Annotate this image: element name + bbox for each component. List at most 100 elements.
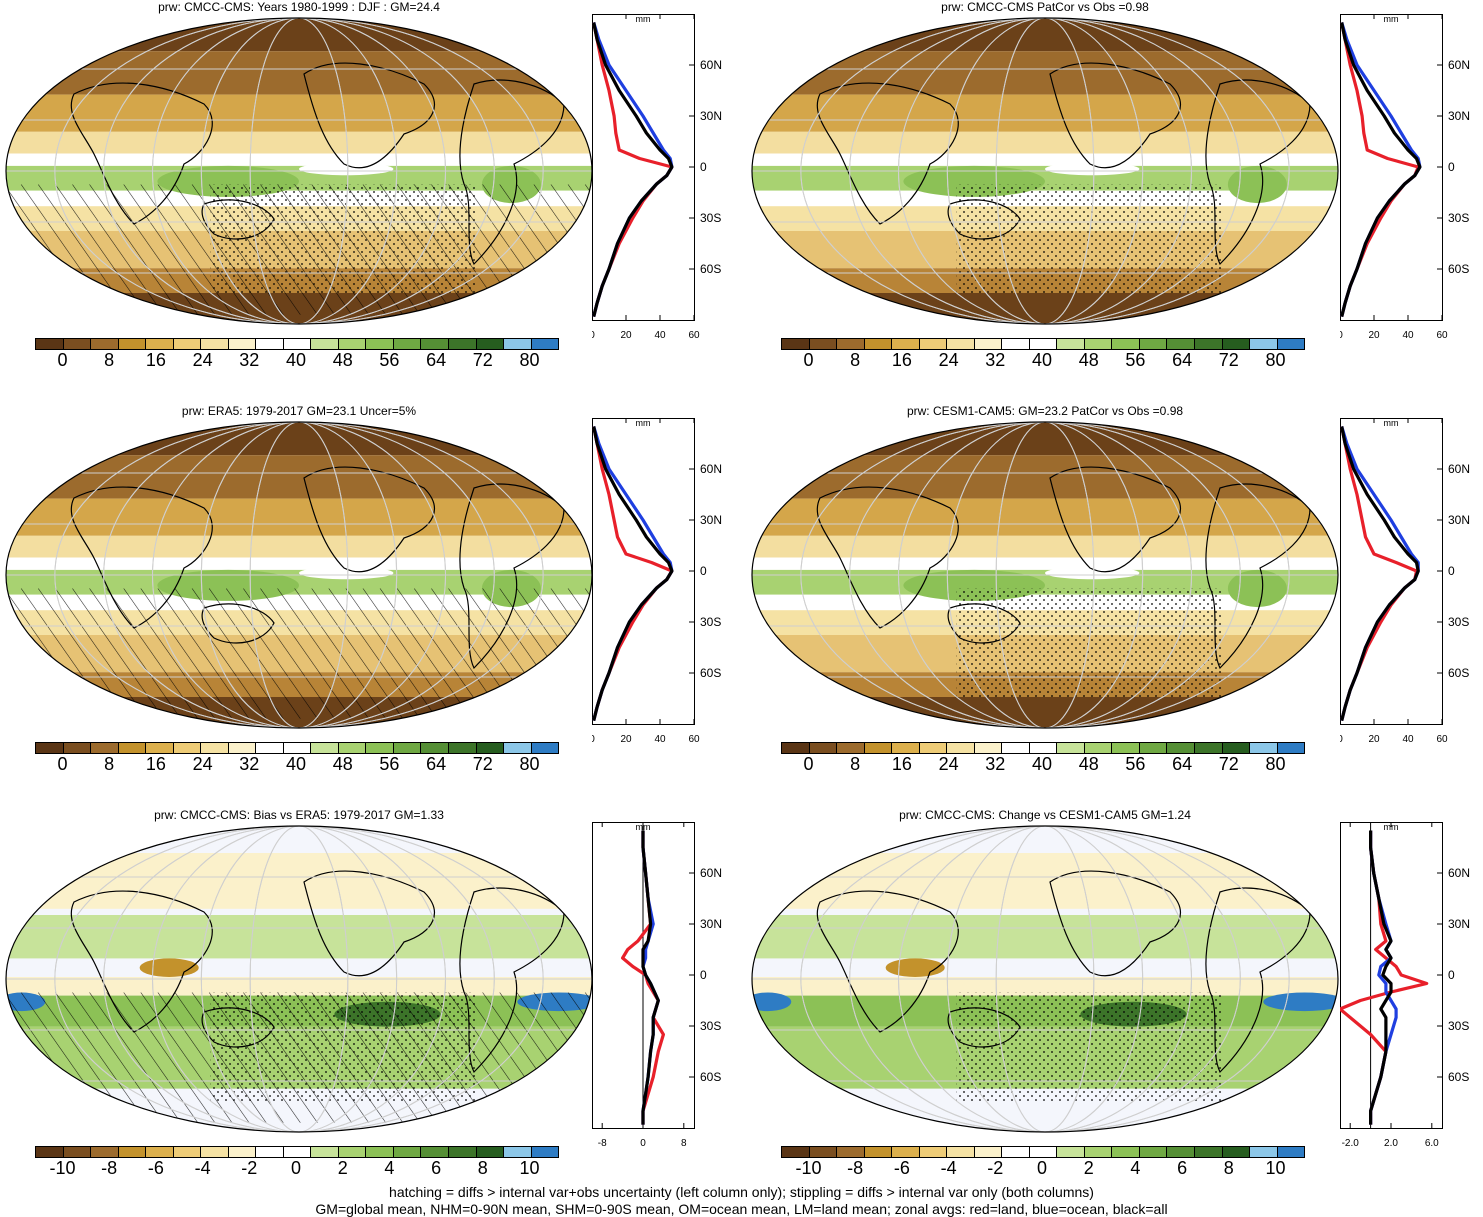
colorbar-swatch — [36, 743, 64, 753]
coastline — [1049, 870, 1181, 977]
colorbar-swatch — [1167, 339, 1195, 349]
field-band — [752, 131, 1338, 154]
field-band — [6, 422, 592, 456]
meridian-line — [249, 422, 349, 728]
unit-label: mm — [1384, 14, 1399, 24]
x-tick-label: 40 — [654, 734, 666, 745]
lat-tick-label: 0 — [700, 160, 707, 174]
map-border — [751, 421, 1339, 729]
meridian-line — [249, 826, 349, 1132]
map-title: prw: ERA5: 1979-2017 GM=23.1 Uncer=5% — [181, 404, 417, 418]
colorbar-swatch — [421, 743, 449, 753]
field-band — [752, 853, 1338, 909]
unit-label: mm — [636, 14, 651, 24]
colorbar-swatch — [311, 339, 339, 349]
colorbar-tick-label: 24 — [192, 754, 213, 774]
coastline — [1049, 62, 1181, 169]
lat-tick-label: 30S — [700, 615, 721, 629]
colorbar-swatch — [504, 339, 532, 349]
colorbar-tick-label: 24 — [938, 754, 959, 774]
colorbar — [35, 338, 559, 350]
colorbar-swatch — [228, 743, 257, 753]
colorbar-swatch — [118, 339, 147, 349]
colorbar-tick-label: -6 — [147, 1158, 164, 1178]
colorbar-tick-label: -8 — [847, 1158, 864, 1178]
colorbar-swatch — [63, 339, 92, 349]
colorbar-swatch — [1167, 743, 1195, 753]
robinson-map — [5, 825, 593, 1133]
colorbar-tick-label: -4 — [940, 1158, 957, 1178]
moist-region — [1227, 165, 1287, 204]
meridian-line — [200, 422, 398, 728]
colorbar-swatch — [1002, 743, 1030, 753]
field-band — [752, 94, 1338, 132]
unit-label: mm — [1384, 418, 1399, 428]
colorbar-tick-label: 24 — [192, 350, 213, 370]
field-band — [752, 915, 1338, 959]
meridian-line — [103, 422, 495, 728]
meridian-line — [995, 18, 1095, 324]
colorbar-tick-label: -10 — [49, 1158, 76, 1178]
colorbar-swatch — [864, 339, 893, 349]
lat-tick-label: 60S — [1448, 1070, 1469, 1084]
lat-tick-label: 30S — [700, 211, 721, 225]
meridian-line — [849, 422, 1241, 728]
x-tick-label: 0 — [1340, 734, 1343, 745]
colorbar-swatch — [476, 339, 505, 349]
zonal-frame — [1340, 822, 1443, 1129]
series-all — [1340, 22, 1422, 317]
colorbar-swatch — [974, 1147, 1003, 1157]
colorbar-swatch — [919, 1147, 948, 1157]
colorbar-swatch — [1112, 1147, 1140, 1157]
meridian-line — [995, 826, 1095, 1132]
colorbar-swatch — [283, 339, 312, 349]
colorbar-swatch — [782, 743, 810, 753]
colorbar-swatch — [91, 1147, 119, 1157]
colorbar-swatch — [1250, 743, 1278, 753]
meridian-line — [54, 826, 544, 1132]
colorbar-swatch — [1029, 743, 1058, 753]
colorbar-tick-label: 72 — [472, 754, 493, 774]
colorbar-swatch — [421, 1147, 449, 1157]
field-band — [6, 915, 592, 959]
bias-region — [885, 958, 945, 977]
colorbar-tick-label: 56 — [379, 350, 400, 370]
coastline — [816, 890, 959, 1033]
colorbar-swatch — [1084, 743, 1113, 753]
colorbar-swatch — [809, 743, 838, 753]
colorbar — [781, 742, 1305, 754]
meridian-line — [946, 826, 1144, 1132]
colorbar-swatch — [1222, 1147, 1251, 1157]
colorbar-swatch — [36, 1147, 64, 1157]
colorbar-tick-label: 6 — [1177, 1158, 1188, 1178]
x-tick-label: 60 — [688, 330, 700, 341]
coastline — [1049, 466, 1181, 573]
footer-legend-note: GM=global mean, NHM=0-90N mean, SHM=0-90… — [315, 1201, 1168, 1217]
colorbar-tick-label: 56 — [379, 754, 400, 774]
lat-tick-label: 60N — [1448, 58, 1470, 72]
colorbar-swatch — [118, 743, 147, 753]
colorbar-swatch — [311, 1147, 339, 1157]
zonal-mean-plot: mm 60N 30N 0 30S 60S 0 20 40 60 — [592, 14, 722, 341]
colorbar-tick-label: 24 — [938, 350, 959, 370]
colorbar-swatch — [256, 1147, 284, 1157]
colorbar-swatch — [504, 1147, 532, 1157]
x-tick-label: 6.0 — [1425, 1138, 1439, 1149]
meridian-line — [800, 826, 1290, 1132]
bias-region — [1263, 992, 1338, 1012]
colorbar-swatch — [1112, 339, 1140, 349]
map-title: prw: CMCC-CMS: Change vs CESM1-CAM5 GM=1… — [899, 808, 1191, 822]
lat-tick-label: 60S — [700, 262, 721, 276]
x-tick-label: 0 — [592, 734, 595, 745]
colorbar-tick-label: 32 — [239, 754, 260, 774]
colorbar-swatch — [1139, 339, 1168, 349]
map-title: prw: CMCC-CMS: Years 1980-1999 : DJF : G… — [158, 0, 440, 14]
x-tick-label: 40 — [654, 330, 666, 341]
lat-tick-label: 30S — [1448, 1019, 1469, 1033]
x-tick-label: 20 — [620, 330, 632, 341]
colorbar-tick-label: 0 — [803, 350, 814, 370]
lat-tick-label: 0 — [1448, 564, 1455, 578]
colorbar-labels: 0 8 16 24 32 40 48 56 64 72 80 — [781, 754, 1303, 776]
colorbar-swatch — [91, 339, 119, 349]
